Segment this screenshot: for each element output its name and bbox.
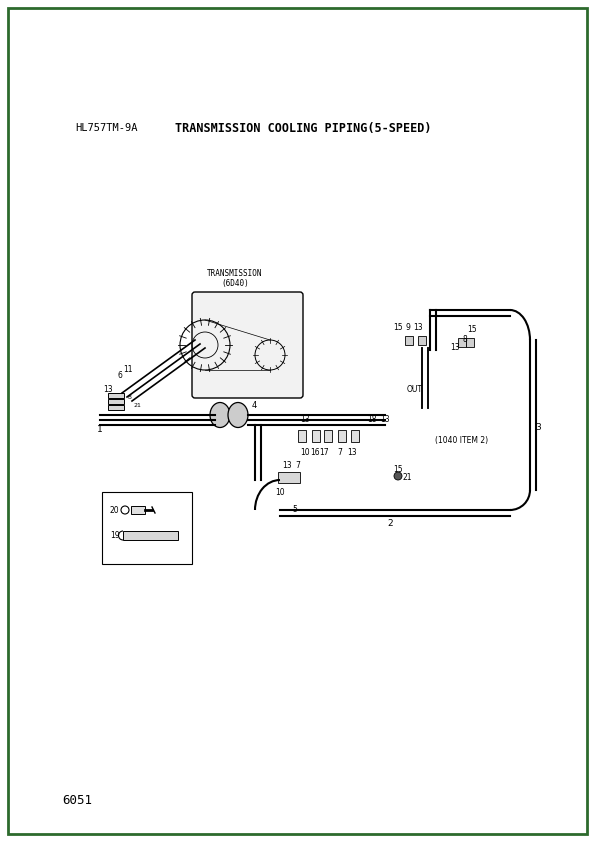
Text: 7: 7 [296, 461, 300, 470]
Text: 6: 6 [118, 371, 123, 380]
Text: 7: 7 [337, 448, 343, 457]
Bar [131, 506, 145, 514]
Text: 10: 10 [275, 488, 285, 497]
Text: 20: 20 [110, 506, 120, 515]
Text: 17: 17 [319, 448, 329, 457]
Text: 16: 16 [310, 448, 320, 457]
Text: 21: 21 [133, 403, 141, 408]
Text: 1: 1 [97, 425, 103, 434]
Text: 13: 13 [103, 385, 113, 394]
Text: TRANSMISSION COOLING PIPING(5-SPEED): TRANSMISSION COOLING PIPING(5-SPEED) [175, 121, 431, 135]
Text: 13: 13 [282, 461, 292, 470]
Text: 6051: 6051 [62, 793, 92, 807]
Text: 5: 5 [293, 505, 298, 514]
Bar [108, 393, 124, 398]
Text: (1040 ITEM 2): (1040 ITEM 2) [436, 436, 488, 445]
Bar [351, 430, 359, 442]
Text: 18: 18 [367, 415, 377, 424]
Circle shape [394, 472, 402, 480]
Text: 13: 13 [413, 323, 423, 332]
Text: HL757TM-9A: HL757TM-9A [75, 123, 137, 133]
Text: 3: 3 [535, 423, 541, 432]
Bar [458, 338, 466, 347]
Text: 13: 13 [347, 448, 357, 457]
Bar [108, 399, 124, 404]
Text: 4: 4 [251, 401, 256, 410]
Bar [108, 405, 124, 410]
Text: 8: 8 [463, 335, 468, 344]
Text: 15: 15 [393, 465, 403, 474]
Text: 19: 19 [110, 531, 120, 540]
Bar [405, 336, 413, 345]
Bar [102, 492, 192, 564]
Text: 13: 13 [380, 415, 390, 424]
Bar [123, 531, 178, 540]
Text: TRANSMISSION
(6D40): TRANSMISSION (6D40) [207, 269, 263, 288]
Text: 13: 13 [300, 415, 310, 424]
Text: 9: 9 [406, 323, 411, 332]
FancyBboxPatch shape [192, 292, 303, 398]
Text: 15: 15 [393, 323, 403, 332]
Bar [312, 430, 320, 442]
Text: 8: 8 [128, 395, 132, 400]
Bar [338, 430, 346, 442]
Text: 13: 13 [450, 343, 460, 352]
Text: 11: 11 [123, 365, 133, 374]
Bar [418, 336, 426, 345]
Text: 21: 21 [402, 473, 412, 482]
Bar [466, 338, 474, 347]
Text: 10: 10 [300, 448, 310, 457]
Bar [324, 430, 332, 442]
Text: 15: 15 [467, 325, 477, 334]
Ellipse shape [228, 402, 248, 428]
Bar [278, 472, 300, 483]
Text: 2: 2 [387, 519, 393, 528]
Bar [298, 430, 306, 442]
Ellipse shape [210, 402, 230, 428]
Text: OUT: OUT [407, 385, 423, 394]
